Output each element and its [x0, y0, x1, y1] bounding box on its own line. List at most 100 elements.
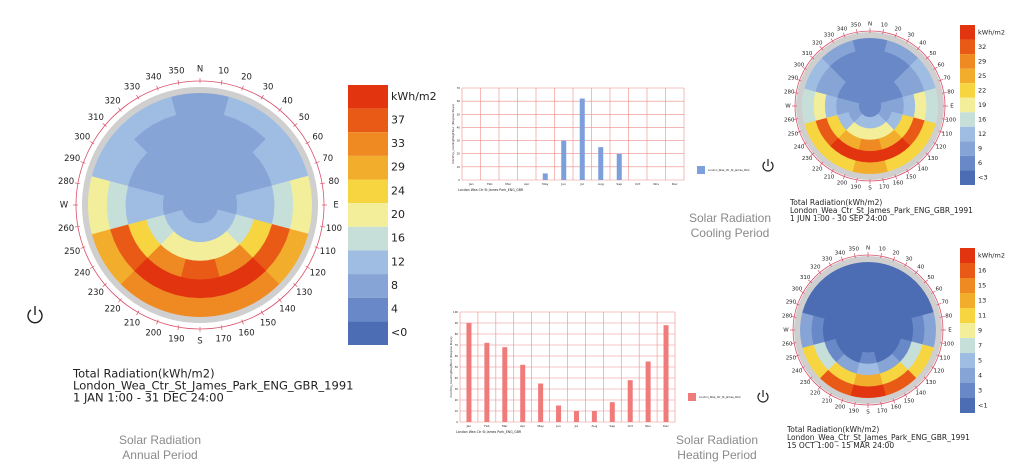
compass-tick [880, 401, 882, 407]
y-axis-label: monthly_coolingDegHour (Degree Days) [451, 104, 455, 165]
compass-label: 240 [792, 369, 803, 375]
compass-label: 220 [810, 390, 821, 396]
compass-tick [914, 270, 919, 275]
compass-label: N [866, 246, 870, 252]
compass-label: 250 [788, 132, 799, 138]
dome-cell [855, 49, 885, 63]
x-tick-label: Sep [616, 182, 622, 186]
compass-tick [278, 298, 282, 303]
compass-tick [819, 46, 824, 51]
compass-label: 140 [915, 390, 926, 396]
dome-cell [185, 148, 215, 170]
legend-label: 25 [978, 72, 986, 80]
legend-swatch [960, 112, 975, 127]
legend-label: <0 [391, 326, 407, 339]
compass-label: 40 [282, 96, 293, 106]
compass-label: 100 [326, 224, 342, 234]
dome-info: 15 OCT 1:00 - 15 MAR 24:00 [787, 441, 894, 450]
legend-label: 13 [978, 297, 986, 305]
bar [627, 380, 633, 422]
compass-tick [156, 85, 159, 91]
compass-tick [305, 265, 311, 269]
dome-cell [900, 317, 914, 343]
compass-label: W [60, 201, 69, 211]
compass-tick [882, 177, 884, 183]
compass-tick [808, 376, 813, 381]
x-tick-label: Sep [609, 424, 615, 428]
legend-label: 7 [978, 342, 982, 350]
power-icon[interactable] [757, 390, 769, 403]
compass-label: 350 [849, 247, 860, 253]
legend-label: 3 [978, 387, 982, 395]
compass-tick [933, 142, 938, 146]
legend-label: 16 [978, 116, 986, 124]
compass-label: 310 [802, 51, 813, 57]
footer: London Wea Ctr St James Park_ENG_GBR [456, 430, 522, 434]
compass-tick [810, 152, 815, 157]
power-icon[interactable] [27, 306, 43, 324]
bar [591, 411, 597, 422]
compass-tick [794, 354, 800, 358]
y-axis-label: monthly_heatingDegHour (Degree Days) [449, 336, 453, 397]
legend-label: <3 [978, 174, 988, 182]
compass-label: E [948, 328, 952, 334]
legend-swatch [960, 398, 975, 413]
bar [466, 323, 472, 422]
compass-label: S [868, 186, 872, 192]
legend-label: 4 [978, 372, 982, 380]
dome-cell [924, 88, 939, 124]
compass-label: 210 [824, 175, 835, 181]
bar [542, 173, 548, 180]
compass-label: 290 [786, 299, 797, 305]
y-tick-label: 30 [455, 387, 459, 391]
compass-tick [74, 182, 80, 185]
x-tick-label: Jun [555, 424, 561, 428]
compass-tick [842, 32, 846, 38]
bar [598, 147, 604, 180]
compass-label: 250 [786, 356, 797, 362]
compass-label: 100 [946, 118, 957, 124]
compass-tick [892, 398, 896, 404]
compass-label: 120 [936, 145, 947, 151]
compass-label: 140 [917, 166, 928, 172]
compass-label: S [866, 410, 870, 416]
caption: Solar Radiation [676, 433, 758, 447]
compass-tick [933, 66, 938, 70]
legend-swatch [960, 263, 975, 278]
compass-label: E [950, 104, 954, 110]
compass-tick [854, 253, 856, 259]
dome-cell [850, 261, 886, 276]
dome-cell [853, 273, 883, 287]
compass-tick [136, 310, 140, 316]
dome-cell [143, 190, 165, 220]
y-tick-label: 30 [457, 139, 461, 143]
compass-label: 230 [800, 380, 811, 386]
legend-swatch [348, 321, 388, 345]
compass-tick [894, 32, 898, 38]
y-tick-label: 40 [455, 376, 459, 380]
y-tick-label: 20 [455, 398, 459, 402]
compass-tick [892, 256, 896, 262]
compass-tick [894, 174, 898, 180]
dome-cell [822, 317, 836, 343]
compass-tick [89, 141, 95, 145]
bar [538, 383, 544, 422]
compass-tick [800, 290, 805, 294]
compass-tick [914, 385, 919, 390]
compass-tick [819, 161, 824, 166]
x-tick-label: Jun [560, 182, 566, 186]
compass-tick [854, 401, 856, 407]
compass-tick [293, 283, 298, 287]
compass-tick [80, 246, 86, 249]
legend-swatch [960, 323, 975, 338]
compass-tick [320, 225, 326, 228]
legend-swatch [697, 166, 705, 174]
x-tick-label: Oct [628, 424, 634, 428]
bar [484, 342, 490, 422]
compass-label: 50 [299, 113, 310, 123]
dome-cell [811, 315, 825, 345]
dome-rim [82, 87, 318, 323]
compass-label: 20 [893, 250, 900, 256]
power-icon[interactable] [762, 159, 774, 172]
